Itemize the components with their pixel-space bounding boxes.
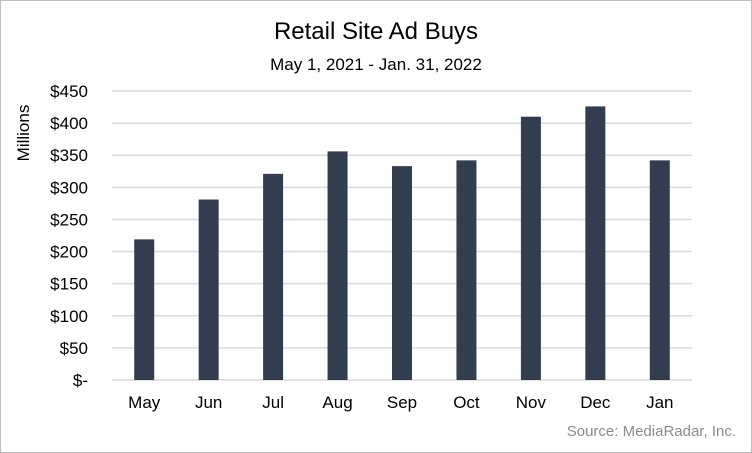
x-tick-label: Nov <box>516 393 547 412</box>
bar-dec <box>585 106 606 380</box>
bars <box>134 106 670 380</box>
y-tick-label: $300 <box>50 178 88 197</box>
x-tick-label: Dec <box>580 393 611 412</box>
y-tick-label: $450 <box>50 82 88 101</box>
y-tick-label: $350 <box>50 146 88 165</box>
bar-may <box>134 239 155 380</box>
y-tick-label: $200 <box>50 243 88 262</box>
bar-jun <box>198 199 219 380</box>
x-tick-label: Sep <box>387 393 417 412</box>
bar-jul <box>263 173 284 380</box>
bar-oct <box>456 160 477 380</box>
chart-subtitle: May 1, 2021 - Jan. 31, 2022 <box>270 55 482 74</box>
x-tick-label: Oct <box>453 393 480 412</box>
x-tick-label: Aug <box>322 393 352 412</box>
x-tick-label: Jul <box>262 393 284 412</box>
y-tick-label: $100 <box>50 307 88 326</box>
y-axis-ticks: $- $50 $100 $150 $200 $250 $300 $350 $400 $450 <box>50 82 88 390</box>
y-tick-label: $400 <box>50 114 88 133</box>
x-axis-ticks: May Jun Jul Aug Sep Oct Nov Dec Jan <box>128 393 673 412</box>
chart-title: Retail Site Ad Buys <box>273 18 479 45</box>
source-note: Source: MediaRadar, Inc. <box>566 423 736 440</box>
bar-jan <box>649 160 670 380</box>
y-tick-label: $- <box>73 371 88 390</box>
x-tick-label: May <box>128 393 161 412</box>
x-tick-label: Jan <box>646 393 673 412</box>
x-tick-label: Jun <box>195 393 222 412</box>
y-tick-label: $50 <box>60 339 88 358</box>
bar-nov <box>520 116 541 380</box>
y-tick-label: $250 <box>50 210 88 229</box>
bar-aug <box>327 151 348 380</box>
bar-sep <box>392 166 412 380</box>
y-tick-label: $150 <box>50 275 88 294</box>
